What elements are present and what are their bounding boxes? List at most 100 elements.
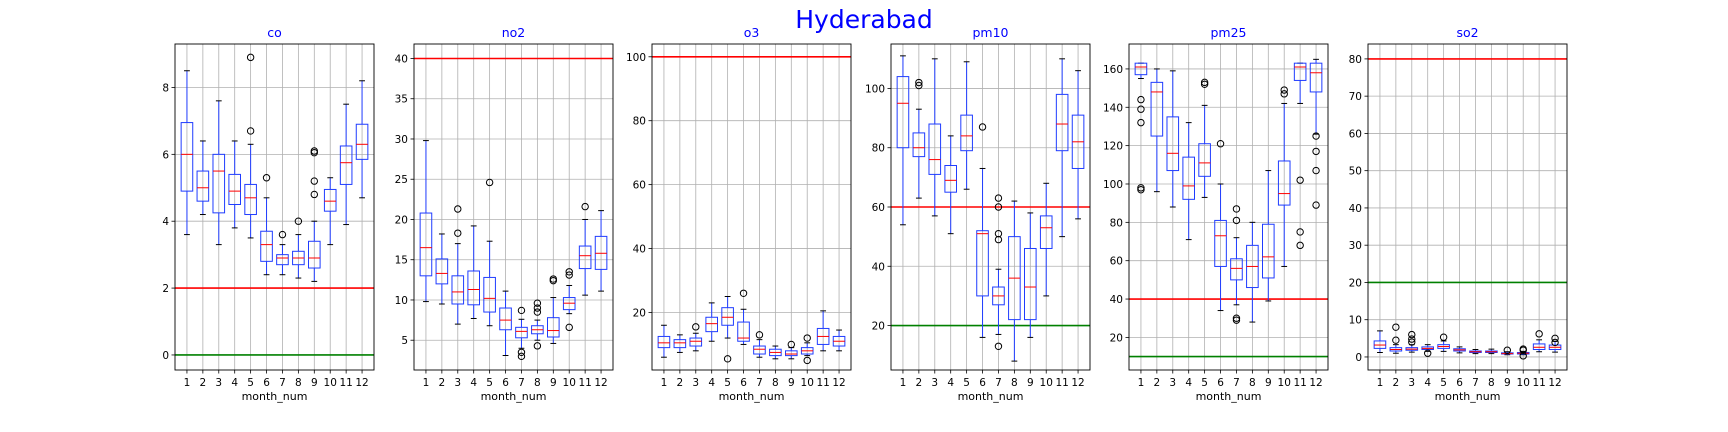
x-tick-label: 7 [995, 377, 1002, 389]
y-tick-label: 25 [395, 174, 408, 186]
axes-frame [413, 43, 614, 371]
outlier-point [1519, 346, 1527, 354]
x-tick-label: 12 [832, 377, 845, 389]
x-tick-label: 3 [1169, 377, 1176, 389]
y-tick-label: 60 [633, 180, 646, 192]
y-tick-label: 35 [395, 94, 408, 106]
x-tick-label: 6 [263, 377, 270, 389]
box-month-2 [673, 334, 687, 353]
box-month-6 [499, 290, 512, 357]
box-month-7 [276, 230, 289, 276]
outlier-point [310, 190, 318, 199]
box-iqr [1277, 160, 1291, 206]
box-month-6 [1453, 346, 1466, 354]
x-tick-label: 6 [979, 377, 986, 389]
box-month-3 [928, 58, 942, 217]
y-tick-label: 60 [1110, 256, 1123, 268]
x-tick-label: 12 [594, 377, 607, 389]
y-tick-label: 8 [162, 82, 169, 94]
axes-frame [1128, 43, 1329, 371]
x-tick-label: 12 [1309, 377, 1322, 389]
outlier-point [1408, 335, 1416, 343]
outlier-point [310, 148, 318, 157]
box-iqr [483, 276, 496, 313]
outlier-point [1296, 228, 1304, 236]
axes-frame [890, 43, 1091, 371]
x-tick-label: 5 [724, 377, 731, 389]
panel-title: pm25 [1210, 25, 1246, 40]
box-iqr [1532, 343, 1546, 351]
x-tick-label: 5 [1201, 377, 1208, 389]
x-tick-label: 8 [534, 377, 541, 389]
outlier-point [1137, 186, 1145, 194]
outlier-point [1392, 323, 1400, 331]
y-tick-label: 100 [626, 52, 646, 64]
outlier-point [549, 276, 557, 285]
y-tick-label: 5 [401, 335, 408, 347]
box-month-10 [1277, 86, 1291, 267]
y-tick-label: 40 [395, 53, 408, 65]
box-iqr [1309, 62, 1323, 93]
box-iqr [1262, 223, 1275, 279]
box-month-9 [308, 147, 321, 282]
panel-title: pm10 [972, 25, 1008, 40]
box-iqr [355, 123, 369, 160]
x-tick-label: 2 [1154, 377, 1161, 389]
box-month-12 [594, 210, 608, 292]
x-tick-label: 1 [900, 377, 907, 389]
outlier-point [915, 81, 923, 90]
y-tick-label: 80 [1110, 217, 1123, 229]
box-month-8 [1008, 200, 1021, 362]
box-month-11 [1293, 62, 1307, 250]
outlier-point [787, 340, 795, 349]
outlier-point [723, 355, 732, 363]
box-iqr [180, 122, 194, 192]
box-month-4 [1182, 122, 1196, 241]
box-month-12 [355, 80, 369, 199]
outlier-point [533, 299, 542, 307]
outlier-point [1216, 140, 1225, 148]
outlier-point [517, 352, 526, 361]
y-tick-label: 40 [633, 244, 646, 256]
box-month-12 [832, 329, 846, 352]
box-iqr [515, 326, 528, 339]
box-iqr [276, 254, 289, 266]
y-tick-label: 100 [865, 83, 885, 95]
outlier-point [517, 348, 526, 356]
x-tick-label: 8 [295, 377, 302, 389]
x-tick-label: 6 [1217, 377, 1224, 389]
box-iqr [1198, 143, 1211, 177]
box-month-5 [1437, 333, 1450, 352]
y-tick-label: 50 [1349, 166, 1362, 178]
box-iqr [1150, 81, 1164, 137]
box-iqr [212, 153, 226, 214]
outlier-point [1280, 90, 1288, 98]
box-iqr [912, 132, 926, 158]
outlier-point [454, 229, 462, 237]
box-month-3 [212, 100, 226, 246]
y-tick-label: 140 [1103, 102, 1123, 114]
outlier-point [803, 356, 811, 365]
x-tick-label: 4 [708, 377, 715, 389]
box-month-1 [419, 140, 433, 303]
box-month-11 [1532, 330, 1546, 353]
box-month-8 [769, 345, 782, 360]
outlier-point [1296, 176, 1304, 184]
x-tick-label: 12 [355, 377, 368, 389]
box-month-6 [1214, 140, 1227, 312]
x-tick-label: 11 [1055, 377, 1068, 389]
x-tick-label: 12 [1548, 377, 1561, 389]
x-tick-label: 4 [1185, 377, 1192, 389]
y-tick-label: 10 [1349, 315, 1362, 327]
box-iqr [339, 145, 353, 185]
x-tick-label: 6 [502, 377, 509, 389]
outlier-point [1408, 338, 1416, 346]
y-tick-label: 120 [1103, 141, 1123, 153]
x-tick-label: 9 [1504, 377, 1511, 389]
box-month-9 [1024, 212, 1037, 338]
box-iqr [467, 270, 480, 306]
box-iqr [1024, 247, 1037, 321]
outlier-point [1551, 338, 1559, 347]
x-tick-label: 2 [200, 377, 207, 389]
